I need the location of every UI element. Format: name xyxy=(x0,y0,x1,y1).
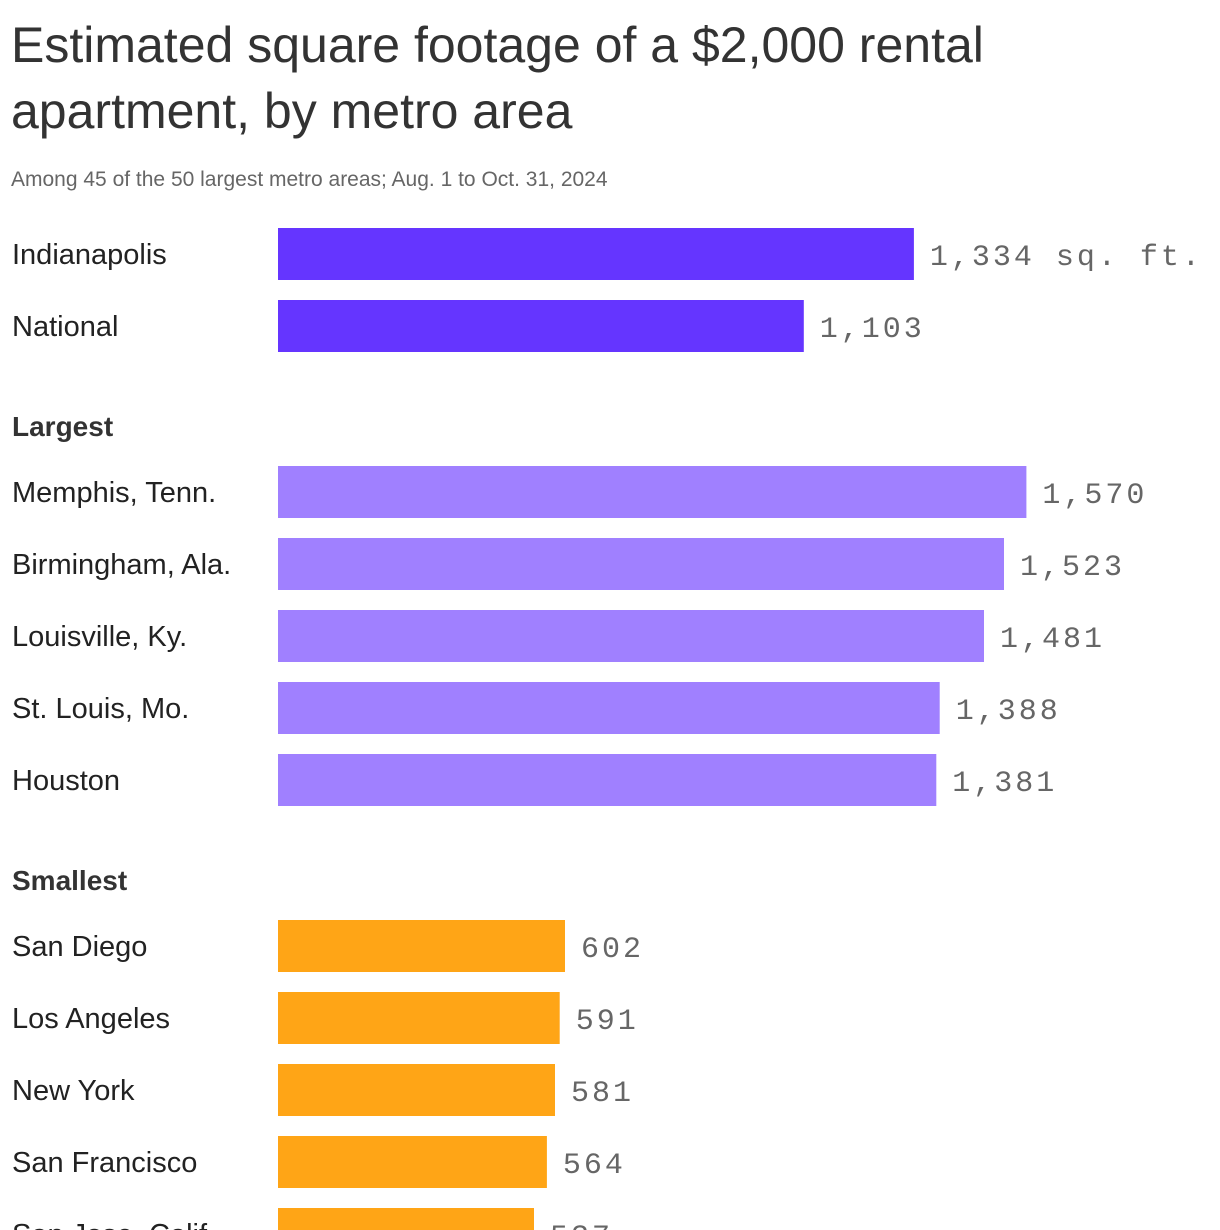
row-label-houston: Houston xyxy=(12,765,120,797)
bar-memphis-tenn xyxy=(278,466,1027,518)
group-label-largest: Largest xyxy=(12,411,113,442)
bar-san-diego xyxy=(278,920,565,972)
chart-title: Estimated square footage of a $2,000 ren… xyxy=(11,17,984,139)
row-label-memphis-tenn: Memphis, Tenn. xyxy=(12,477,216,509)
bar-louisville-ky xyxy=(278,610,984,662)
value-label-houston: 1,381 xyxy=(952,767,1057,801)
bar-national xyxy=(278,300,804,352)
row-label-san-francisco: San Francisco xyxy=(12,1147,197,1179)
row-label-los-angeles: Los Angeles xyxy=(12,1003,170,1035)
bar-new-york xyxy=(278,1064,555,1116)
value-label-louisville-ky: 1,481 xyxy=(1000,623,1105,657)
value-label-st-louis-mo: 1,388 xyxy=(956,695,1061,729)
row-label-indianapolis: Indianapolis xyxy=(12,239,167,271)
row-label-louisville-ky: Louisville, Ky. xyxy=(12,621,187,653)
bar-houston xyxy=(278,754,937,806)
value-label-san-diego: 602 xyxy=(581,933,644,967)
value-label-new-york: 581 xyxy=(571,1077,634,1111)
value-label-san-jose-calif: 537 xyxy=(550,1221,613,1230)
bar-san-jose-calif xyxy=(278,1208,534,1230)
bar-birmingham-ala xyxy=(278,538,1004,590)
group-label-smallest: Smallest xyxy=(12,865,127,896)
chart-subtitle: Among 45 of the 50 largest metro areas; … xyxy=(11,168,608,191)
row-label-birmingham-ala: Birmingham, Ala. xyxy=(12,549,231,581)
row-label-national: National xyxy=(12,311,118,343)
bar-st-louis-mo xyxy=(278,682,940,734)
row-label-san-diego: San Diego xyxy=(12,931,147,963)
value-label-national: 1,103 xyxy=(820,313,925,347)
value-label-memphis-tenn: 1,570 xyxy=(1042,479,1147,513)
value-label-los-angeles: 591 xyxy=(576,1005,639,1039)
value-label-indianapolis: 1,334 sq. ft. xyxy=(930,241,1203,275)
bar-los-angeles xyxy=(278,992,560,1044)
bar-san-francisco xyxy=(278,1136,547,1188)
value-label-san-francisco: 564 xyxy=(563,1149,626,1183)
value-label-birmingham-ala: 1,523 xyxy=(1020,551,1125,585)
row-label-st-louis-mo: St. Louis, Mo. xyxy=(12,693,189,725)
bar-indianapolis xyxy=(278,228,914,280)
row-label-san-jose-calif: San Jose, Calif. xyxy=(12,1219,215,1230)
row-label-new-york: New York xyxy=(12,1075,135,1107)
